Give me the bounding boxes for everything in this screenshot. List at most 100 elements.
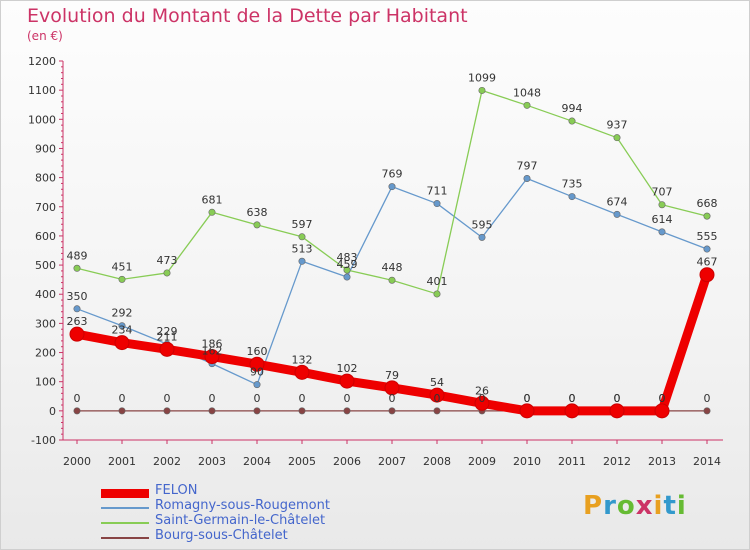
x-tick-label: 2008 (423, 455, 451, 468)
data-label: 735 (562, 178, 583, 191)
data-label: 1099 (468, 71, 496, 84)
x-tick-label: 2013 (648, 455, 676, 468)
y-tick-label: 1000 (28, 113, 56, 126)
data-label: 711 (427, 185, 448, 198)
data-point (204, 349, 220, 365)
data-point (658, 201, 666, 209)
logo-letter: x (635, 491, 654, 521)
logo-letter: i (676, 491, 687, 521)
y-tick-label: 800 (35, 172, 56, 185)
data-label: 1048 (513, 86, 541, 99)
data-label: 79 (385, 369, 399, 382)
x-tick-label: 2000 (63, 455, 91, 468)
data-point (564, 403, 580, 419)
y-tick-label: 0 (49, 405, 56, 418)
data-label: 451 (112, 260, 133, 273)
data-label: 769 (382, 168, 403, 181)
data-point (253, 407, 261, 415)
data-label: 0 (704, 392, 711, 405)
data-point (73, 264, 81, 272)
data-label: 0 (659, 392, 666, 405)
data-label: 483 (337, 251, 358, 264)
y-tick-label: 400 (35, 288, 56, 301)
data-point (294, 364, 310, 380)
data-point (384, 380, 400, 396)
data-label: 681 (202, 193, 223, 206)
data-point (703, 407, 711, 415)
data-label: 0 (569, 392, 576, 405)
data-point (609, 403, 625, 419)
data-point (429, 387, 445, 403)
data-point (118, 407, 126, 415)
data-point (114, 335, 130, 351)
data-point (613, 210, 621, 218)
data-label: 0 (659, 392, 666, 405)
data-point (208, 208, 216, 216)
data-point (568, 193, 576, 201)
data-point (658, 228, 666, 236)
data-point (433, 200, 441, 208)
x-tick-label: 2012 (603, 455, 631, 468)
legend-swatch (101, 522, 149, 524)
data-label: 0 (524, 392, 531, 405)
data-label: 0 (614, 392, 621, 405)
data-label: 160 (247, 345, 268, 358)
y-tick-label: 300 (35, 317, 56, 330)
data-point (298, 233, 306, 241)
data-label: 0 (74, 392, 81, 405)
logo-letter: P (583, 491, 604, 521)
data-label: 459 (337, 258, 358, 271)
x-tick-label: 2009 (468, 455, 496, 468)
data-label: 0 (254, 392, 261, 405)
data-label: 0 (479, 392, 486, 405)
data-point (523, 101, 531, 109)
data-label: 513 (292, 242, 313, 255)
data-label: 0 (299, 392, 306, 405)
x-tick-label: 2007 (378, 455, 406, 468)
legend-swatch (101, 537, 149, 539)
data-label: 448 (382, 261, 403, 274)
x-tick-label: 2002 (153, 455, 181, 468)
y-tick-label: 200 (35, 347, 56, 360)
data-point (613, 134, 621, 142)
data-label: 489 (67, 249, 88, 262)
data-label: 132 (292, 353, 313, 366)
data-label: 937 (607, 119, 628, 132)
logo-letter: r (603, 491, 617, 521)
y-tick-label: 600 (35, 230, 56, 243)
data-label: 614 (652, 213, 673, 226)
data-point (699, 267, 715, 283)
y-tick-label: -100 (31, 434, 56, 447)
data-point (339, 373, 355, 389)
data-label: 467 (697, 256, 718, 269)
data-point (478, 233, 486, 241)
y-tick-label: 100 (35, 376, 56, 389)
data-label: 211 (157, 330, 178, 343)
data-point (388, 407, 396, 415)
data-point (253, 381, 261, 389)
data-label: 90 (250, 366, 264, 379)
data-label: 54 (430, 376, 444, 389)
data-label: 994 (562, 102, 583, 115)
data-label: 638 (247, 206, 268, 219)
chart-subtitle: (en €) (27, 29, 63, 43)
data-label: 0 (614, 392, 621, 405)
data-point (73, 407, 81, 415)
logo-letter: t (663, 491, 677, 521)
data-point (253, 221, 261, 229)
data-point (163, 407, 171, 415)
data-point (69, 326, 85, 342)
legend-swatch (101, 488, 149, 498)
y-tick-label: 1200 (28, 55, 56, 68)
data-point (343, 273, 351, 281)
data-label: 0 (434, 392, 441, 405)
data-label: 0 (569, 392, 576, 405)
data-label: 102 (337, 362, 358, 375)
x-tick-label: 2004 (243, 455, 271, 468)
data-label: 0 (164, 392, 171, 405)
data-point (388, 183, 396, 191)
x-tick-label: 2014 (693, 455, 721, 468)
data-label: 555 (697, 230, 718, 243)
y-tick-label: 1100 (28, 84, 56, 97)
